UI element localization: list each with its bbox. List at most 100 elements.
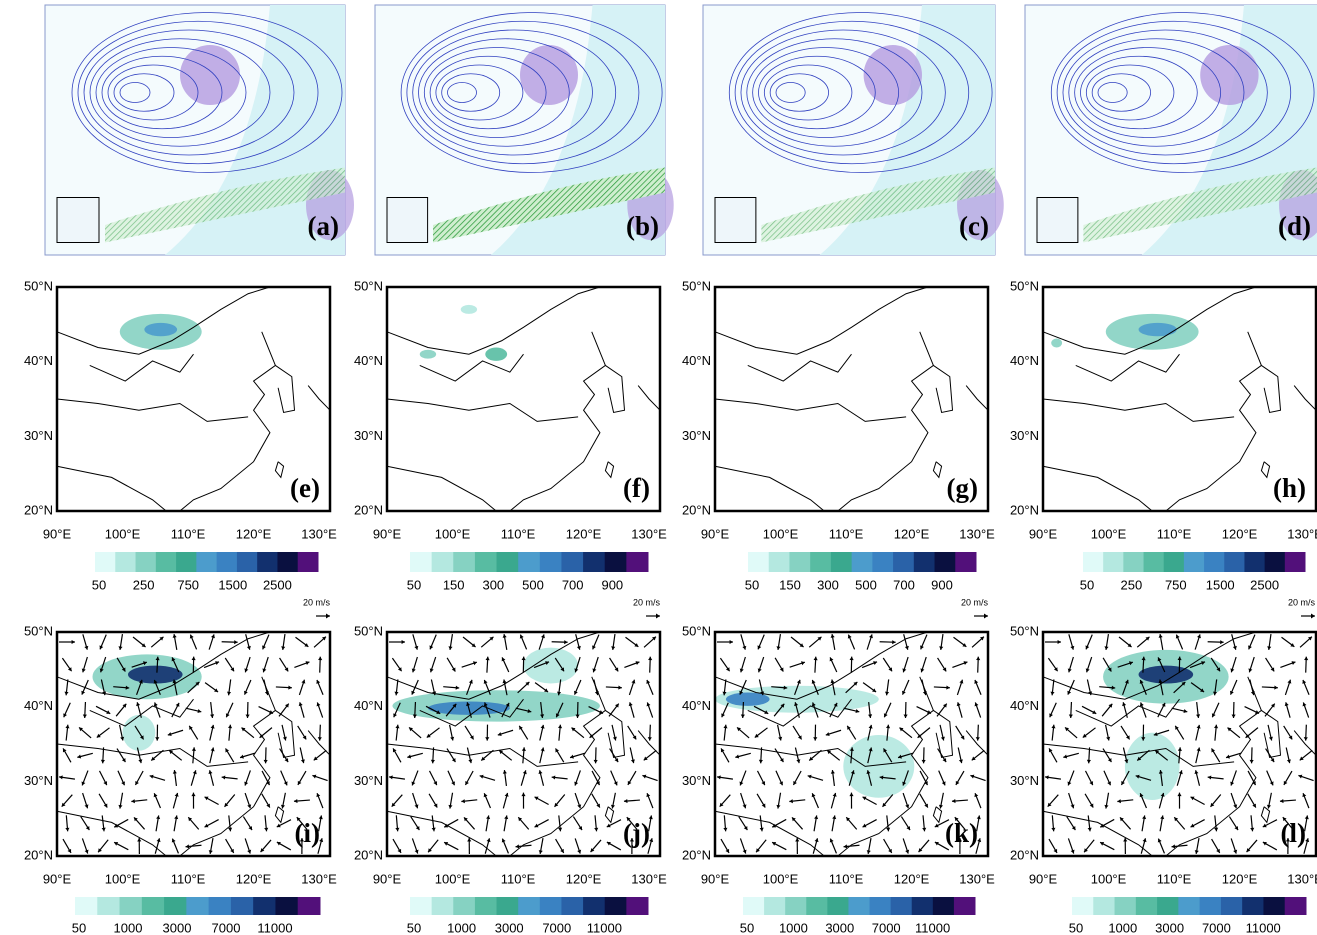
wind-arrow-head: [397, 667, 402, 672]
isobar: [412, 29, 617, 156]
wind-arrow-head: [793, 781, 797, 786]
wind-arrow-head: [155, 737, 160, 741]
wind-arrow-head: [99, 668, 104, 673]
wind-arrow-head: [210, 634, 215, 639]
wind-arrow-head: [866, 850, 871, 854]
wind-arrow-head: [963, 661, 968, 666]
isobar: [763, 64, 853, 121]
wind-arrow-head: [401, 639, 405, 645]
wind-arrow-head: [244, 668, 249, 673]
wind-arrow-head: [832, 815, 837, 820]
wind-arrow-head: [1250, 691, 1255, 696]
wind-arrow-head: [1139, 679, 1144, 684]
wind-arrow-head: [776, 646, 781, 650]
wind-arrow-head: [827, 750, 832, 755]
wind-arrow-head: [430, 759, 435, 764]
wind-arrow-head: [319, 838, 324, 843]
wind-arrow-head: [99, 645, 104, 650]
wind-arrow-head: [576, 645, 581, 650]
shaded-area: [419, 349, 437, 359]
wind-arrow-head: [885, 691, 890, 696]
colorbar-segment: [1264, 552, 1286, 572]
coastline: [1075, 353, 1180, 382]
wind-arrow-head: [276, 823, 281, 828]
colorbar-segment: [1157, 897, 1179, 915]
wind-arrow-head: [264, 691, 269, 696]
colorbar-segment: [1083, 552, 1104, 572]
wind-arrow-head: [1139, 793, 1144, 798]
wind-arrow-head: [761, 803, 766, 808]
wind-arrow-head: [776, 804, 781, 809]
wind-arrow-head: [301, 679, 306, 684]
colorbar-segment: [216, 552, 238, 572]
wind-arrow-head: [862, 823, 867, 828]
longitude-label: 110°E: [1157, 871, 1192, 886]
wind-arrow-head: [444, 842, 449, 846]
wind-arrow-head: [189, 634, 194, 639]
wind-arrow-head: [1216, 667, 1221, 672]
wind-arrow-head: [138, 679, 143, 684]
colorbar-segment: [474, 897, 498, 915]
wind-arrow-head: [720, 748, 725, 753]
wind-arrow-head: [1107, 781, 1111, 786]
colorbar-label: 50: [407, 577, 421, 592]
wind-arrow-head: [486, 838, 491, 843]
map-frame: [385, 630, 662, 858]
latitude-label: 40°N: [682, 698, 711, 713]
wind-arrow-head: [554, 802, 559, 807]
wind-arrow-head: [1232, 645, 1237, 650]
colorbar-label: 11000: [587, 920, 622, 935]
wind-arrow-head: [551, 775, 556, 780]
coastline: [56, 465, 167, 512]
map-panel: [385, 285, 662, 513]
wind-arrow-head: [467, 838, 472, 842]
wind-arrow-head: [1104, 804, 1109, 809]
wind-arrow-head: [1299, 756, 1304, 761]
wind-arrow-head: [224, 802, 229, 807]
latitude-label: 40°N: [1010, 698, 1039, 713]
wind-arrow-head: [455, 685, 460, 690]
wind-arrow-head: [811, 679, 816, 684]
wind-arrow-head: [1230, 690, 1234, 695]
wind-arrow-head: [578, 826, 583, 831]
wind-arrow-head: [593, 759, 598, 764]
wind-arrow-head: [1160, 792, 1165, 797]
wind-arrow-head: [1255, 710, 1260, 714]
latitude-label: 40°N: [24, 353, 53, 368]
wind-arrow-head: [188, 817, 193, 822]
colorbar-segment: [911, 897, 934, 915]
wind-arrow-head: [942, 667, 947, 672]
wind-arrow-head: [575, 714, 580, 718]
wind-arrow-head: [171, 657, 176, 662]
wind-arrow-head: [204, 796, 209, 801]
wind-arrow-head: [103, 781, 108, 786]
wind-arrow-head: [868, 747, 873, 752]
wind-arrow-head: [451, 667, 456, 672]
wind-arrow-head: [1201, 661, 1206, 665]
shaded-area: [127, 665, 183, 684]
wind-arrow-head: [151, 756, 156, 761]
wind-arrow-head: [1175, 725, 1179, 730]
wind-arrow-head: [1308, 636, 1312, 641]
wind-arrow-head: [1135, 774, 1140, 779]
wind-arrow-head: [1124, 679, 1129, 684]
wind-arrow-head: [502, 634, 507, 638]
wind-arrow-head: [739, 668, 744, 673]
inset-map: [714, 197, 757, 243]
colorbar-label: 1000: [447, 920, 476, 935]
colorbar-segment: [561, 552, 584, 572]
wind-arrow-head: [614, 758, 619, 763]
coastline: [1165, 331, 1263, 512]
wind-arrow-head: [1174, 817, 1179, 822]
wind-arrow-head: [1216, 848, 1220, 853]
wind-arrow-head: [63, 713, 67, 718]
wind-arrow-head: [544, 688, 549, 693]
wind-arrow-head: [208, 850, 213, 854]
wind-arrow-head: [902, 781, 907, 786]
synoptic-chart: (a): [44, 4, 354, 256]
wind-arrow-head: [1177, 747, 1182, 751]
wind-arrow-head: [1045, 775, 1049, 780]
wind-arrow-head: [883, 748, 888, 753]
colorbar-label: 50: [72, 920, 86, 935]
colorbar-label: 3000: [825, 920, 854, 935]
